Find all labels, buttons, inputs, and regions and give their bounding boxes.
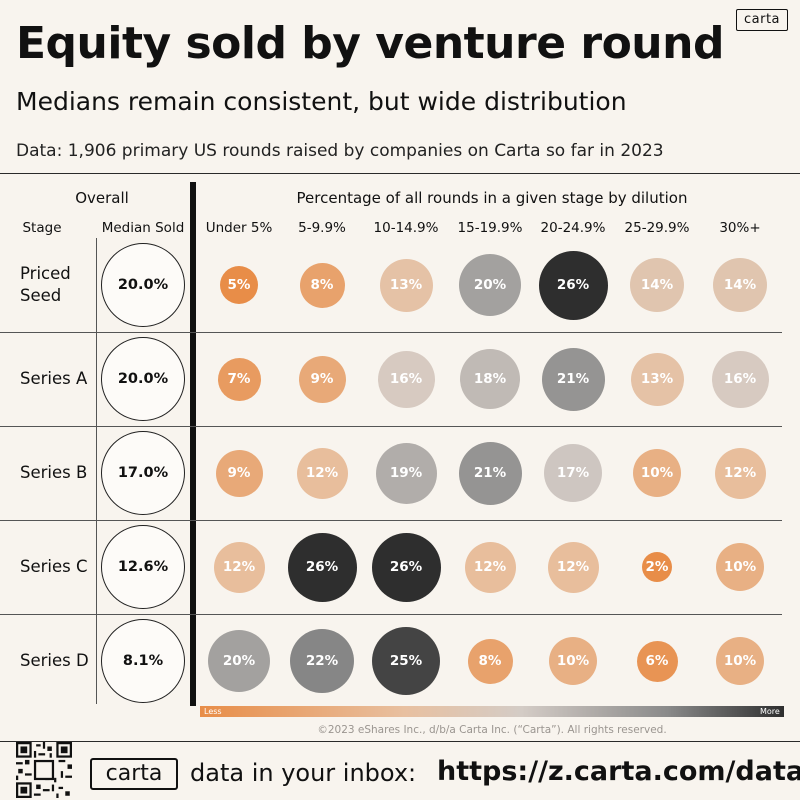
dilution-bubble: 20%: [208, 630, 270, 692]
median-sold-circle: 20.0%: [101, 243, 185, 327]
dilution-bubble: 13%: [379, 258, 433, 312]
median-column-header: Median Sold: [101, 220, 185, 236]
dilution-bubble: 9%: [215, 449, 263, 497]
median-sold-circle: 8.1%: [101, 619, 185, 703]
row-separator: [0, 613, 782, 615]
color-scale-legend: [200, 706, 784, 717]
dilution-bubble: 12%: [296, 447, 348, 499]
dilution-bubble: 10%: [633, 449, 681, 497]
dilution-bubble: 12%: [547, 541, 599, 593]
dilution-bubble: 21%: [458, 441, 522, 505]
median-sold-circle: 17.0%: [101, 431, 185, 515]
dilution-bubble: 25%: [372, 627, 440, 695]
dilution-bubble: 6%: [636, 640, 678, 682]
stage-label: Series D: [20, 651, 89, 670]
stage-column-header: Stage: [22, 220, 62, 236]
dilution-bubble: 10%: [549, 637, 597, 685]
dilution-bubble: 21%: [541, 347, 605, 411]
dilution-bubble: 19%: [375, 442, 437, 504]
dilution-bubble: 10%: [716, 543, 764, 591]
dilution-bubble: 12%: [464, 541, 516, 593]
dilution-bubble: 10%: [716, 637, 764, 685]
row-separator: [0, 425, 782, 427]
category-header-6: 30%+: [719, 220, 761, 236]
footer-text: data in your inbox:: [190, 759, 417, 787]
section-divider: [190, 182, 196, 706]
dilution-bubble: 26%: [371, 532, 441, 602]
qr-code-icon[interactable]: [16, 742, 72, 798]
stage-label: Series B: [20, 463, 88, 482]
category-header-0: Under 5%: [205, 220, 273, 236]
category-header-4: 20-24.9%: [540, 220, 606, 236]
dilution-bubble: 12%: [213, 541, 265, 593]
dilution-bubble: 13%: [630, 352, 684, 406]
median-sold-circle: 20.0%: [101, 337, 185, 421]
carta-logo: carta: [736, 9, 788, 31]
category-header-1: 5-9.9%: [298, 220, 346, 236]
copyright-note: ©2023 eShares Inc., d/b/a Carta Inc. (“C…: [317, 724, 667, 736]
legend-less-label: Less: [204, 707, 222, 716]
dilution-bubble: 2%: [642, 552, 672, 582]
dilution-bubble: 8%: [467, 638, 513, 684]
category-header-3: 15-19.9%: [457, 220, 523, 236]
dilution-bubble: 12%: [714, 447, 766, 499]
overall-header: Overall: [75, 189, 129, 207]
dilution-bubble: 14%: [630, 258, 684, 312]
dilution-bubble: 16%: [711, 350, 769, 408]
category-header-5: 25-29.9%: [624, 220, 690, 236]
page-subtitle: Medians remain consistent, but wide dist…: [16, 87, 627, 116]
legend-more-label: More: [760, 707, 780, 716]
dilution-bubble: 18%: [460, 349, 520, 409]
dilution-bubble: 22%: [290, 629, 354, 693]
dilution-bubble: 26%: [538, 250, 608, 320]
median-sold-circle: 12.6%: [101, 525, 185, 609]
row-separator: [0, 331, 782, 333]
column-divider: [96, 238, 97, 704]
stage-label: Series C: [20, 557, 88, 576]
dilution-bubble: 5%: [220, 266, 258, 304]
dilution-bubble: 26%: [287, 532, 357, 602]
row-separator: [0, 519, 782, 521]
dilution-bubble: 16%: [377, 350, 435, 408]
dilution-bubble: 8%: [299, 262, 345, 308]
category-header-2: 10-14.9%: [373, 220, 439, 236]
source-note: Data: 1,906 primary US rounds raised by …: [16, 141, 664, 161]
bottom-divider: [0, 741, 800, 742]
footer-url-link[interactable]: https://z.carta.com/data: [437, 756, 800, 787]
stage-label: Priced Seed: [20, 264, 71, 305]
stage-label: Series A: [20, 369, 88, 388]
page-title: Equity sold by venture round: [16, 18, 724, 69]
footer-carta-logo: carta: [90, 758, 178, 790]
top-divider: [0, 173, 800, 174]
dilution-bubble: 20%: [459, 254, 521, 316]
dilution-bubble: 17%: [544, 444, 602, 502]
dilution-bubble: 9%: [298, 355, 346, 403]
dilution-bubble: 7%: [217, 357, 261, 401]
dilution-bubble: 14%: [713, 258, 767, 312]
distribution-header: Percentage of all rounds in a given stag…: [296, 189, 688, 207]
